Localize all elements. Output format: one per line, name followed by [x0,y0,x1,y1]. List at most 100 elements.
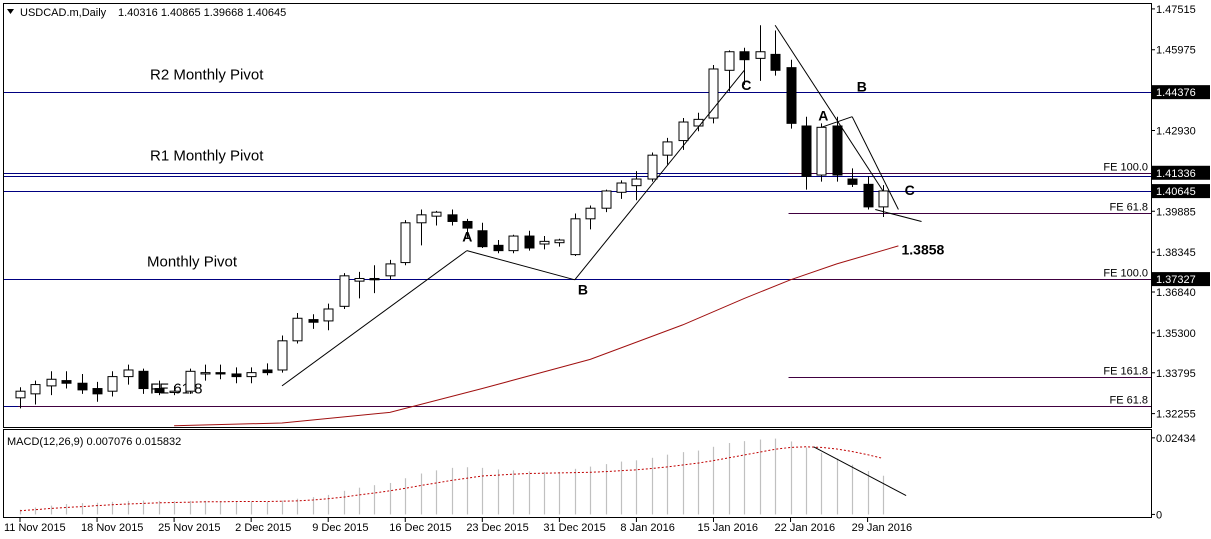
price-highlight-box [1152,184,1210,199]
candle [570,213,581,256]
bull-candle-body [755,51,766,59]
macd-layer: 0.02434 0 [19,433,1196,521]
x-tick-label: 8 Jan 2016 [620,522,674,534]
x-tick-label: 25 Nov 2015 [158,522,220,534]
candle [585,205,596,230]
macd-panel-frame [3,429,1152,518]
bear-candle-body [739,51,750,61]
bull-candle-body [539,240,550,245]
candle [185,368,196,394]
y-tick-label: 1.39885 [1156,206,1196,218]
price-panel-frame [3,3,1152,428]
candle [631,171,642,201]
bear-candle-body [447,214,458,222]
candle [708,64,719,124]
y-tick-label: 1.41336 [1156,168,1196,180]
bull-candle-body [107,376,118,392]
bull-candle-body [416,214,427,224]
y-tick-label: 1.33795 [1156,368,1196,380]
candle [647,152,658,182]
trend-line-4 [821,116,853,128]
trend-line-2 [574,69,745,281]
macd-y-tick-label: 0 [1156,509,1162,521]
bull-candle-body [339,275,350,307]
y-tick-label: 1.42930 [1156,126,1196,138]
macd-signal-line [19,446,884,512]
axis-layer: 1.47515 1.45975 1.44376 1.42930 1.41336 1.406… [4,4,1210,534]
candle [231,367,242,384]
candle [431,210,442,226]
bull-candle-body [277,340,288,371]
bear-candle-body [154,388,165,394]
candle [508,234,519,254]
fib-level-label-1: FE 61.8 [1109,202,1148,214]
annotations-layer: A B C A B C 1.3858 [281,24,945,387]
bull-candle-body [693,118,704,127]
candle [107,371,118,397]
candle [46,371,57,396]
candle [400,220,411,266]
moving-average-line [174,245,899,427]
dropdown-triangle-icon[interactable] [7,9,14,14]
candle [354,271,365,299]
bear-candle-body [524,235,535,249]
x-tick-label: 11 Nov 2015 [4,522,66,534]
candle [77,373,88,394]
candle [61,371,72,389]
wave-label: 1.3858 [901,241,944,257]
candle [539,236,550,250]
trend-line-0 [281,250,468,387]
bull-candle-body [30,384,41,395]
bull-candle-body [570,218,581,256]
fib-level-label-3: FE 161.8 [1103,366,1148,378]
bear-candle-body [61,380,72,384]
x-tick-label: 31 Dec 2015 [543,522,605,534]
candle [246,367,257,384]
bull-candle-body [878,190,889,208]
bull-candle-body [708,68,719,119]
bull-candle-body [292,317,303,342]
bull-candle-body [647,154,658,180]
bear-candle-body [462,220,473,229]
macd-y-tick-label: 0.02434 [1156,433,1196,445]
bear-candle-body [493,244,504,252]
wave-label: C [905,182,915,198]
x-tick-label: 29 Jan 2016 [852,522,913,534]
levels-layer: R2 Monthly Pivot R1 Monthly Pivot Monthly … [4,67,1151,407]
macd-header: MACD(12,26,9) 0.007076 0.015832 [7,436,181,448]
macd-trend-line [813,446,907,496]
bull-candle-body [169,390,180,394]
x-tick-label: 2 Dec 2015 [235,522,291,534]
candle [693,112,704,132]
y-tick-label: 1.45975 [1156,45,1196,57]
bull-candle-body [185,370,196,392]
bull-candle-body [508,235,519,252]
symbol-label: USDCAD.m,Daily [20,7,107,19]
bull-candle-body [385,263,396,277]
bear-candle-body [308,319,319,323]
bull-candle-body [15,390,26,399]
y-tick-label: 1.36840 [1156,287,1196,299]
wave-label: B [578,281,588,297]
candle [616,180,627,199]
bull-candle-body [616,182,627,193]
bull-candle-body [200,372,211,375]
header: USDCAD.m,Daily 1.40316 1.40865 1.39668 1… [7,7,286,19]
bear-candle-body [801,125,812,177]
candle [154,380,165,396]
wave-label: C [741,77,751,93]
candle [369,265,380,294]
bull-candle-body [354,277,365,282]
wave-label: A [462,228,472,244]
candle [554,238,565,247]
y-tick-label: 1.32255 [1156,409,1196,421]
trend-line-1 [466,250,575,281]
candle [832,116,843,182]
y-tick-label: 1.47515 [1156,4,1196,16]
y-tick-label: 1.44376 [1156,87,1196,99]
trend-line-6 [875,209,922,222]
candle [92,381,103,402]
wave-label: A [818,108,828,124]
x-tick-label: 23 Dec 2015 [466,522,528,534]
